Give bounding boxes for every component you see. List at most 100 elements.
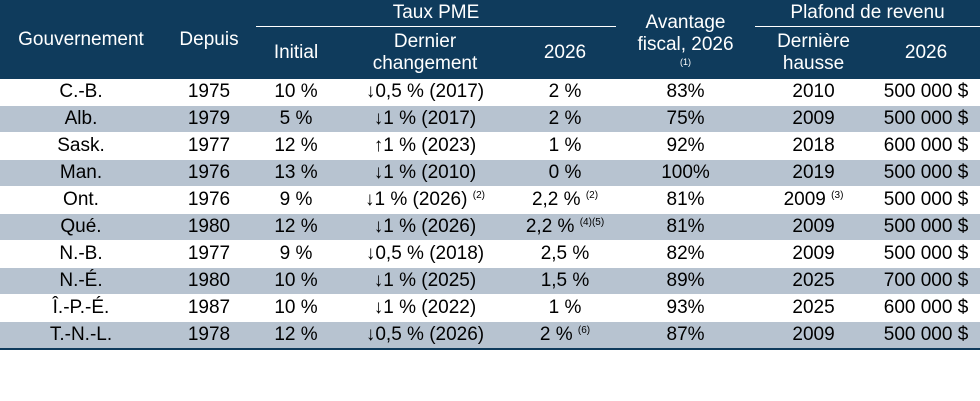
cell-last-raise-value: 2009 bbox=[792, 216, 835, 237]
cell-last-change-value: ↓1 % (2017) bbox=[373, 108, 477, 129]
cell-initial-rate-value: 10 % bbox=[274, 81, 318, 102]
cell-fiscal-advantage: 100% bbox=[616, 159, 756, 187]
cell-since: 1979 bbox=[162, 105, 256, 133]
cell-initial-rate: 12 % bbox=[256, 132, 336, 160]
cell-last-raise-value: 2009 bbox=[783, 189, 826, 210]
cell-initial-rate: 9 % bbox=[256, 186, 336, 214]
cell-last-change: ↓1 % (2026) bbox=[336, 213, 514, 241]
cell-ceiling-2026-value: 600 000 $ bbox=[883, 135, 969, 156]
cell-government-value: Sask. bbox=[57, 135, 105, 156]
cell-since: 1980 bbox=[162, 267, 256, 295]
cell-since-value: 1977 bbox=[187, 135, 231, 156]
cell-since-value: 1977 bbox=[187, 243, 231, 264]
cell-last-change-value: ↓1 % (2010) bbox=[373, 162, 477, 183]
cell-fiscal-advantage-value: 82% bbox=[666, 243, 705, 264]
cell-since-value: 1979 bbox=[187, 108, 231, 129]
cell-rate-2026-value: 2 % bbox=[548, 81, 582, 102]
footnote-ref: (3) bbox=[831, 190, 844, 201]
cell-last-raise-value: 2010 bbox=[792, 81, 835, 102]
cell-rate-2026: 1,5 % bbox=[514, 267, 617, 295]
cell-fiscal-advantage-value: 75% bbox=[666, 108, 705, 129]
cell-last-raise: 2018 bbox=[755, 132, 873, 160]
cell-fiscal-advantage-value: 100% bbox=[661, 162, 710, 183]
cell-initial-rate-value: 10 % bbox=[274, 297, 318, 318]
cell-rate-2026-value: 2 % bbox=[539, 324, 573, 345]
cell-ceiling-2026-value: 600 000 $ bbox=[883, 297, 969, 318]
cell-government-value: T.-N.-L. bbox=[49, 324, 113, 345]
cell-initial-rate-value: 12 % bbox=[274, 216, 318, 237]
cell-rate-2026-value: 2 % bbox=[548, 108, 582, 129]
cell-fiscal-advantage-value: 87% bbox=[666, 324, 705, 345]
cell-government: T.-N.-L. bbox=[0, 321, 162, 350]
cell-government-value: Alb. bbox=[64, 108, 98, 129]
cell-ceiling-2026-value: 700 000 $ bbox=[883, 270, 969, 291]
cell-rate-2026-value: 2,5 % bbox=[540, 243, 590, 264]
cell-initial-rate-value: 12 % bbox=[274, 324, 318, 345]
table-row: Alb. 1979 5 % ↓1 % (2017) 2 % 75% 2009 500 000 … bbox=[0, 105, 980, 133]
cell-last-change-value: ↓1 % (2026) bbox=[373, 216, 477, 237]
cell-ceiling-2026: 600 000 $ bbox=[872, 132, 980, 160]
cell-fiscal-advantage: 81% bbox=[616, 213, 756, 241]
cell-last-raise-value: 2009 bbox=[792, 243, 835, 264]
cell-government-value: Ont. bbox=[63, 189, 99, 210]
table-row: N.-É. 1980 10 % ↓1 % (2025) 1,5 % 89% 2025 700 … bbox=[0, 267, 980, 295]
cell-last-change-value: ↓1 % (2025) bbox=[373, 270, 477, 291]
cell-rate-2026: 1 % bbox=[514, 132, 617, 160]
footnote-ref: (2) bbox=[585, 190, 599, 201]
header-ceiling-2026: 2026 bbox=[872, 26, 980, 79]
cell-last-raise: 2019 bbox=[755, 159, 873, 187]
table-row: Ont. 1976 9 % ↓1 % (2026) (2) 2,2 % (2) 81% 20… bbox=[0, 186, 980, 214]
cell-last-change-value: ↓0,5 % (2018) bbox=[365, 243, 485, 264]
table-header: Gouvernement Depuis Taux PME Avantage fi… bbox=[0, 0, 980, 79]
cell-government: C.-B. bbox=[0, 79, 162, 106]
cell-fiscal-advantage: 92% bbox=[616, 132, 756, 160]
cell-since: 1977 bbox=[162, 132, 256, 160]
footnote-ref: (4)(5) bbox=[579, 217, 605, 228]
cell-ceiling-2026: 600 000 $ bbox=[872, 294, 980, 322]
cell-ceiling-2026-value: 500 000 $ bbox=[883, 324, 969, 345]
cell-ceiling-2026: 500 000 $ bbox=[872, 159, 980, 187]
table-row: T.-N.-L. 1978 12 % ↓0,5 % (2026) 2 % (6) 87% 2… bbox=[0, 321, 980, 350]
header-since: Depuis bbox=[162, 0, 256, 79]
table-row: N.-B. 1977 9 % ↓0,5 % (2018) 2,5 % 82% 2009 500… bbox=[0, 240, 980, 268]
cell-ceiling-2026: 500 000 $ bbox=[872, 321, 980, 350]
cell-rate-2026: 2,2 % (2) bbox=[514, 186, 617, 214]
cell-rate-2026-value: 1 % bbox=[548, 297, 582, 318]
cell-initial-rate: 10 % bbox=[256, 267, 336, 295]
tax-rates-table: Gouvernement Depuis Taux PME Avantage fi… bbox=[0, 0, 980, 350]
cell-initial-rate-value: 5 % bbox=[279, 108, 313, 129]
cell-ceiling-2026-value: 500 000 $ bbox=[883, 189, 969, 210]
cell-ceiling-2026: 700 000 $ bbox=[872, 267, 980, 295]
cell-last-raise: 2009 bbox=[755, 213, 873, 241]
header-last-change-line1: Dernier bbox=[393, 31, 457, 52]
cell-since-value: 1975 bbox=[187, 81, 231, 102]
cell-initial-rate-value: 12 % bbox=[274, 135, 318, 156]
cell-last-change: ↓1 % (2017) bbox=[336, 105, 514, 133]
cell-rate-2026: 1 % bbox=[514, 294, 617, 322]
cell-last-raise-value: 2025 bbox=[792, 297, 835, 318]
cell-initial-rate: 10 % bbox=[256, 294, 336, 322]
cell-initial-rate: 13 % bbox=[256, 159, 336, 187]
cell-since-value: 1976 bbox=[187, 189, 231, 210]
cell-last-change: ↓0,5 % (2017) bbox=[336, 79, 514, 106]
cell-government-value: N.-B. bbox=[59, 243, 103, 264]
cell-government-value: C.-B. bbox=[59, 81, 103, 102]
cell-since-value: 1980 bbox=[187, 270, 231, 291]
cell-since: 1976 bbox=[162, 159, 256, 187]
cell-last-raise-value: 2019 bbox=[792, 162, 835, 183]
cell-last-raise-value: 2009 bbox=[792, 108, 835, 129]
cell-fiscal-advantage-value: 93% bbox=[666, 297, 705, 318]
cell-since: 1987 bbox=[162, 294, 256, 322]
cell-initial-rate: 9 % bbox=[256, 240, 336, 268]
cell-last-raise-value: 2025 bbox=[792, 270, 835, 291]
cell-last-change: ↓1 % (2026) (2) bbox=[336, 186, 514, 214]
cell-last-raise: 2009 bbox=[755, 321, 873, 350]
cell-initial-rate-value: 9 % bbox=[279, 189, 313, 210]
cell-fiscal-advantage: 83% bbox=[616, 79, 756, 106]
cell-government: N.-B. bbox=[0, 240, 162, 268]
cell-initial-rate: 5 % bbox=[256, 105, 336, 133]
cell-last-change: ↑1 % (2023) bbox=[336, 132, 514, 160]
cell-ceiling-2026-value: 500 000 $ bbox=[883, 162, 969, 183]
cell-fiscal-advantage-value: 92% bbox=[666, 135, 705, 156]
cell-rate-2026: 2 % (6) bbox=[514, 321, 617, 350]
